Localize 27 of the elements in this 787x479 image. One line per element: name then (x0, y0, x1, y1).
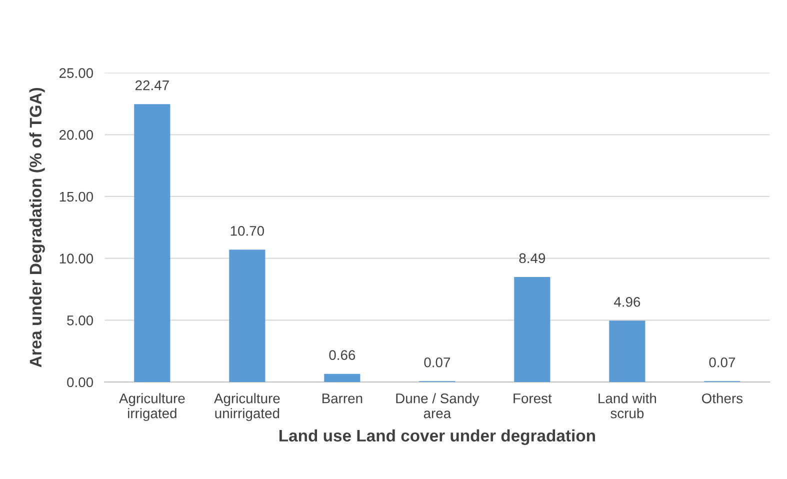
y-tick-label: 10.00 (60, 254, 94, 264)
data-label: 22.47 (135, 80, 169, 90)
data-label: 10.70 (230, 226, 264, 236)
data-label: 0.07 (424, 357, 450, 368)
bar (609, 320, 646, 382)
bar (134, 104, 170, 382)
x-axis-title: Land use Land cover under degradation (279, 429, 595, 445)
data-label: 8.49 (519, 253, 546, 264)
data-label: 0.07 (709, 357, 736, 368)
x-tick-label: Land with scrub (598, 393, 656, 418)
x-tick-label: Forest (514, 394, 552, 404)
data-label: 0.66 (329, 350, 356, 360)
bar (514, 277, 550, 382)
x-tick-label: Others (702, 393, 743, 404)
x-tick-label: Barren (322, 394, 362, 404)
y-tick-label: 25.00 (60, 68, 94, 78)
x-tick-label: Agriculture irrigated (119, 393, 185, 422)
y-tick-label: 20.00 (60, 130, 94, 140)
data-label: 4.96 (614, 296, 640, 307)
y-tick-label: 5.00 (67, 316, 94, 326)
x-tick-label: Dune / Sandy area (396, 393, 480, 418)
bar (229, 250, 266, 382)
bar (324, 374, 360, 382)
y-axis-title: Area under Degradation (% of TGA) (29, 88, 45, 368)
x-tick-label: Agriculture unirrigated (214, 393, 280, 422)
y-tick-label: 0.00 (67, 377, 94, 388)
y-tick-label: 15.00 (60, 192, 94, 202)
